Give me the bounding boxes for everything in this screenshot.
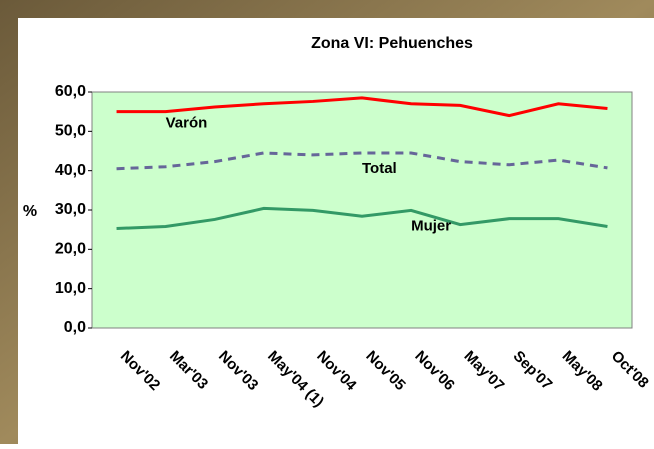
y-axis-label: % [23, 203, 37, 220]
y-tick-label: 30,0 [55, 201, 86, 218]
series-line [116, 96, 608, 118]
y-tick-label: 20,0 [55, 241, 86, 258]
y-tick-label: 40,0 [55, 162, 86, 179]
plot-area [91, 91, 633, 329]
series-label: Total [362, 160, 397, 177]
series-label: Varón [166, 115, 208, 132]
series-line [116, 151, 608, 171]
y-tick-label: 0,0 [64, 319, 86, 336]
y-tick-label: 60,0 [55, 83, 86, 100]
chart-title: Zona VI: Pehuenches [311, 35, 473, 52]
series-label: Mujer [411, 217, 451, 234]
y-tick-label: 50,0 [55, 123, 86, 140]
series-line [116, 206, 608, 230]
y-tick-label: 10,0 [55, 280, 86, 297]
